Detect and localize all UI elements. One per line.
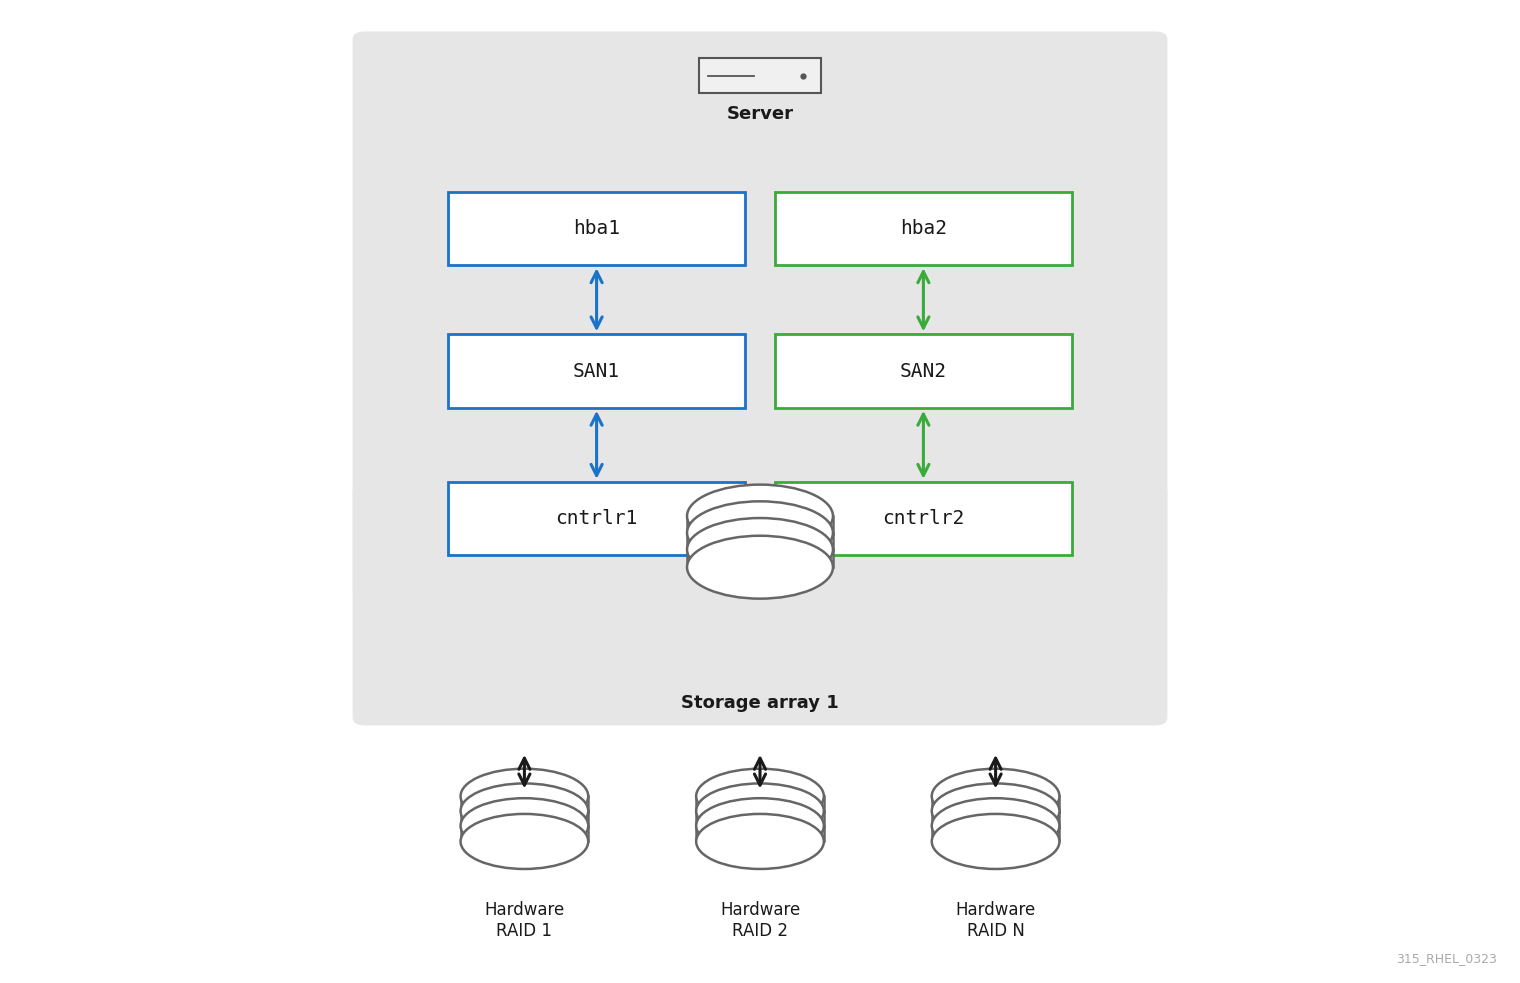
Bar xyxy=(687,549,833,567)
Bar xyxy=(461,811,588,827)
FancyBboxPatch shape xyxy=(353,484,1167,725)
FancyBboxPatch shape xyxy=(775,482,1072,555)
Text: Hardware
RAID 1: Hardware RAID 1 xyxy=(485,901,564,940)
Text: cntrlr1: cntrlr1 xyxy=(555,509,638,528)
Bar xyxy=(696,796,824,812)
Ellipse shape xyxy=(687,518,833,581)
Ellipse shape xyxy=(696,798,824,853)
Ellipse shape xyxy=(461,769,588,824)
Text: hba2: hba2 xyxy=(900,219,947,238)
Bar xyxy=(687,516,833,534)
Bar xyxy=(696,811,824,827)
Ellipse shape xyxy=(687,485,833,548)
Bar xyxy=(932,826,1059,841)
Ellipse shape xyxy=(696,769,824,824)
Ellipse shape xyxy=(932,814,1059,869)
Ellipse shape xyxy=(687,501,833,564)
Bar xyxy=(461,826,588,841)
FancyBboxPatch shape xyxy=(448,482,745,555)
Ellipse shape xyxy=(696,783,824,838)
Bar xyxy=(696,826,824,841)
Ellipse shape xyxy=(696,814,824,869)
FancyBboxPatch shape xyxy=(448,334,745,408)
Bar xyxy=(932,811,1059,827)
FancyBboxPatch shape xyxy=(775,334,1072,408)
Text: Server: Server xyxy=(727,105,793,123)
Ellipse shape xyxy=(461,798,588,853)
FancyBboxPatch shape xyxy=(448,192,745,265)
Bar xyxy=(687,533,833,550)
Text: hba1: hba1 xyxy=(573,219,620,238)
Bar xyxy=(932,796,1059,812)
Text: cntrlr2: cntrlr2 xyxy=(882,509,965,528)
Ellipse shape xyxy=(932,783,1059,838)
Ellipse shape xyxy=(932,769,1059,824)
Ellipse shape xyxy=(687,536,833,599)
Text: Hardware
RAID N: Hardware RAID N xyxy=(956,901,1035,940)
Bar xyxy=(461,796,588,812)
Ellipse shape xyxy=(461,783,588,838)
FancyBboxPatch shape xyxy=(775,192,1072,265)
Ellipse shape xyxy=(932,798,1059,853)
Ellipse shape xyxy=(461,814,588,869)
Text: Hardware
RAID 2: Hardware RAID 2 xyxy=(720,901,800,940)
Text: SAN1: SAN1 xyxy=(573,362,620,380)
Text: 315_RHEL_0323: 315_RHEL_0323 xyxy=(1397,953,1497,965)
FancyBboxPatch shape xyxy=(699,58,821,93)
FancyBboxPatch shape xyxy=(353,31,1167,598)
Text: SAN2: SAN2 xyxy=(900,362,947,380)
Text: Storage array 1: Storage array 1 xyxy=(681,694,839,712)
